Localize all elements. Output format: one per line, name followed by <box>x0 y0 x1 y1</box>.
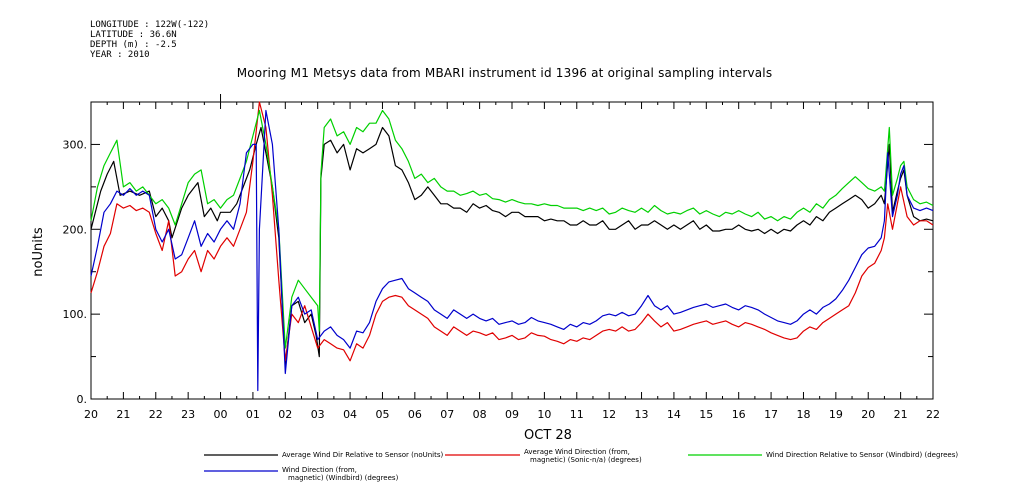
y-axis: 0. 100. 200. 300. <box>63 101 933 406</box>
x-tick-label: 22 <box>149 408 163 421</box>
x-tick-label: 21 <box>116 408 130 421</box>
x-tick-label: 12 <box>602 408 616 421</box>
y-tick-label: 100. <box>63 308 88 321</box>
meta-year: YEAR : 2010 <box>90 50 150 60</box>
x-tick-label: 20 <box>861 408 875 421</box>
x-tick-label: 21 <box>894 408 908 421</box>
x-tick-label: 10 <box>537 408 551 421</box>
x-tick-label: 02 <box>278 408 292 421</box>
x-tick-label: 05 <box>375 408 389 421</box>
legend-label-4: Wind Direction (from, magnetic) (Windbird… <box>282 466 399 482</box>
x-axis: 20 21 22 23 00 01 02 03 04 05 06 07 08 09 10 11 12 13 14 15… <box>84 94 940 421</box>
x-axis-label: OCT 28 <box>524 428 572 443</box>
plot-frame <box>90 101 934 400</box>
meta-latitude: LATITUDE : 36.6N <box>90 30 177 40</box>
series-group <box>90 101 934 392</box>
x-tick-label: 09 <box>505 408 519 421</box>
x-tick-label: 00 <box>214 408 228 421</box>
series-line-4 <box>90 109 934 392</box>
legend: Average Wind Dir Relative to Sensor (noU… <box>204 448 958 482</box>
plot-border <box>90 101 934 400</box>
x-tick-label: 18 <box>796 408 810 421</box>
y-tick-label: 300. <box>63 138 88 151</box>
y-tick-label: 200. <box>63 223 88 236</box>
x-tick-label: 20 <box>84 408 98 421</box>
x-tick-label: 04 <box>343 408 357 421</box>
x-tick-label: 07 <box>440 408 454 421</box>
legend-label-1: Average Wind Dir Relative to Sensor (noU… <box>282 451 443 459</box>
x-tick-label: 22 <box>926 408 940 421</box>
x-tick-label: 19 <box>829 408 843 421</box>
x-tick-label: 03 <box>311 408 325 421</box>
meta-depth: DEPTH (m) : -2.5 <box>90 40 177 50</box>
legend-label-2: Average Wind Direction (from, magnetic) (… <box>524 448 642 464</box>
metadata-block: LONGITUDE : 122W(-122) LATITUDE : 36.6N … <box>90 20 209 60</box>
meta-longitude: LONGITUDE : 122W(-122) <box>90 20 210 30</box>
series-line-1 <box>90 126 934 366</box>
series-line-3 <box>90 109 934 349</box>
x-tick-label: 23 <box>181 408 195 421</box>
chart-title: Mooring M1 Metsys data from MBARI instru… <box>236 66 773 80</box>
y-axis-label: noUnits <box>31 227 46 277</box>
x-tick-label: 13 <box>635 408 649 421</box>
x-tick-label: 14 <box>667 408 681 421</box>
series-line-2 <box>90 101 934 362</box>
x-tick-label: 11 <box>570 408 584 421</box>
legend-label-3: Wind Direction Relative to Sensor (Windb… <box>766 451 958 459</box>
x-tick-label: 08 <box>473 408 487 421</box>
y-tick-label: 0. <box>77 393 88 406</box>
x-tick-label: 15 <box>699 408 713 421</box>
x-tick-label: 06 <box>408 408 422 421</box>
x-tick-label: 01 <box>246 408 260 421</box>
x-tick-label: 16 <box>732 408 746 421</box>
x-tick-label: 17 <box>764 408 778 421</box>
